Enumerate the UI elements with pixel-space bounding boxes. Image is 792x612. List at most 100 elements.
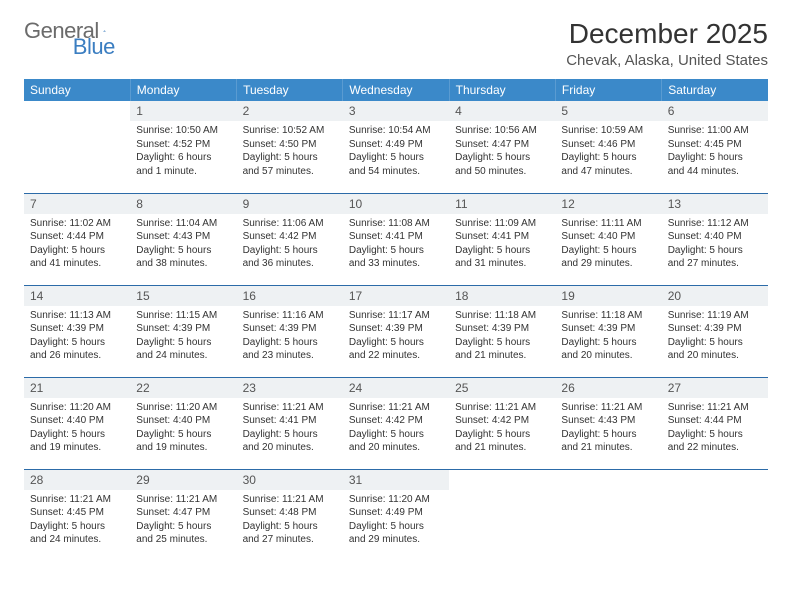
calendar-day-cell: 11Sunrise: 11:09 AMSunset: 4:41 PMDaylig… — [449, 193, 555, 285]
sunset-text: Sunset: 4:40 PM — [136, 414, 230, 428]
day-details: Sunrise: 11:04 AMSunset: 4:43 PMDaylight… — [130, 214, 236, 275]
day-details: Sunrise: 11:17 AMSunset: 4:39 PMDaylight… — [343, 306, 449, 367]
day-details: Sunrise: 11:20 AMSunset: 4:40 PMDaylight… — [24, 398, 130, 459]
sunset-text: Sunset: 4:42 PM — [455, 414, 549, 428]
day-details: Sunrise: 11:21 AMSunset: 4:48 PMDaylight… — [237, 490, 343, 551]
calendar-day-cell: 18Sunrise: 11:18 AMSunset: 4:39 PMDaylig… — [449, 285, 555, 377]
daylight-text: Daylight: 5 hours and 24 minutes. — [30, 520, 124, 547]
calendar-day-cell: 25Sunrise: 11:21 AMSunset: 4:42 PMDaylig… — [449, 377, 555, 469]
sunrise-text: Sunrise: 10:54 AM — [349, 124, 443, 138]
day-number: 23 — [237, 378, 343, 398]
day-number: 9 — [237, 194, 343, 214]
sunrise-text: Sunrise: 11:20 AM — [136, 401, 230, 415]
day-details: Sunrise: 10:54 AMSunset: 4:49 PMDaylight… — [343, 121, 449, 182]
day-details: Sunrise: 11:21 AMSunset: 4:44 PMDaylight… — [662, 398, 768, 459]
day-details: Sunrise: 11:16 AMSunset: 4:39 PMDaylight… — [237, 306, 343, 367]
day-number: 8 — [130, 194, 236, 214]
calendar-day-cell: 4Sunrise: 10:56 AMSunset: 4:47 PMDayligh… — [449, 101, 555, 193]
sunrise-text: Sunrise: 11:18 AM — [561, 309, 655, 323]
sunset-text: Sunset: 4:39 PM — [455, 322, 549, 336]
weekday-header: Wednesday — [343, 79, 449, 101]
sunset-text: Sunset: 4:42 PM — [243, 230, 337, 244]
calendar-table: SundayMondayTuesdayWednesdayThursdayFrid… — [24, 79, 768, 561]
sunset-text: Sunset: 4:40 PM — [30, 414, 124, 428]
sunrise-text: Sunrise: 11:21 AM — [243, 401, 337, 415]
daylight-text: Daylight: 5 hours and 20 minutes. — [561, 336, 655, 363]
day-details: Sunrise: 11:21 AMSunset: 4:42 PMDaylight… — [449, 398, 555, 459]
daylight-text: Daylight: 5 hours and 57 minutes. — [243, 151, 337, 178]
sunset-text: Sunset: 4:49 PM — [349, 506, 443, 520]
day-number: 2 — [237, 101, 343, 121]
day-number: 22 — [130, 378, 236, 398]
daylight-text: Daylight: 5 hours and 21 minutes. — [455, 336, 549, 363]
sunrise-text: Sunrise: 11:04 AM — [136, 217, 230, 231]
day-details: Sunrise: 11:11 AMSunset: 4:40 PMDaylight… — [555, 214, 661, 275]
daylight-text: Daylight: 5 hours and 33 minutes. — [349, 244, 443, 271]
day-number: 17 — [343, 286, 449, 306]
sunset-text: Sunset: 4:44 PM — [668, 414, 762, 428]
sunrise-text: Sunrise: 10:56 AM — [455, 124, 549, 138]
sunrise-text: Sunrise: 11:20 AM — [349, 493, 443, 507]
daylight-text: Daylight: 5 hours and 44 minutes. — [668, 151, 762, 178]
daylight-text: Daylight: 5 hours and 21 minutes. — [561, 428, 655, 455]
sunrise-text: Sunrise: 11:16 AM — [243, 309, 337, 323]
day-details: Sunrise: 11:21 AMSunset: 4:45 PMDaylight… — [24, 490, 130, 551]
day-details: Sunrise: 11:08 AMSunset: 4:41 PMDaylight… — [343, 214, 449, 275]
calendar-week-row: 7Sunrise: 11:02 AMSunset: 4:44 PMDayligh… — [24, 193, 768, 285]
calendar-day-cell — [662, 469, 768, 561]
sunrise-text: Sunrise: 11:21 AM — [30, 493, 124, 507]
day-number: 21 — [24, 378, 130, 398]
sunrise-text: Sunrise: 11:02 AM — [30, 217, 124, 231]
day-number: 15 — [130, 286, 236, 306]
sunrise-text: Sunrise: 10:52 AM — [243, 124, 337, 138]
calendar-day-cell: 7Sunrise: 11:02 AMSunset: 4:44 PMDayligh… — [24, 193, 130, 285]
calendar-day-cell: 6Sunrise: 11:00 AMSunset: 4:45 PMDayligh… — [662, 101, 768, 193]
calendar-week-row: 28Sunrise: 11:21 AMSunset: 4:45 PMDaylig… — [24, 469, 768, 561]
sunrise-text: Sunrise: 11:21 AM — [136, 493, 230, 507]
sunrise-text: Sunrise: 11:13 AM — [30, 309, 124, 323]
day-number: 25 — [449, 378, 555, 398]
sunrise-text: Sunrise: 11:18 AM — [455, 309, 549, 323]
sunrise-text: Sunrise: 11:11 AM — [561, 217, 655, 231]
daylight-text: Daylight: 5 hours and 29 minutes. — [349, 520, 443, 547]
logo: General Blue — [24, 18, 171, 44]
calendar-day-cell: 24Sunrise: 11:21 AMSunset: 4:42 PMDaylig… — [343, 377, 449, 469]
title-block: December 2025 Chevak, Alaska, United Sta… — [566, 18, 768, 69]
day-details: Sunrise: 11:15 AMSunset: 4:39 PMDaylight… — [130, 306, 236, 367]
logo-text-2: Blue — [73, 34, 115, 60]
sunset-text: Sunset: 4:41 PM — [243, 414, 337, 428]
sunset-text: Sunset: 4:52 PM — [136, 138, 230, 152]
day-number: 1 — [130, 101, 236, 121]
daylight-text: Daylight: 5 hours and 25 minutes. — [136, 520, 230, 547]
calendar-week-row: 21Sunrise: 11:20 AMSunset: 4:40 PMDaylig… — [24, 377, 768, 469]
sunrise-text: Sunrise: 11:15 AM — [136, 309, 230, 323]
day-number: 28 — [24, 470, 130, 490]
day-details: Sunrise: 11:02 AMSunset: 4:44 PMDaylight… — [24, 214, 130, 275]
daylight-text: Daylight: 5 hours and 41 minutes. — [30, 244, 124, 271]
sunrise-text: Sunrise: 11:21 AM — [561, 401, 655, 415]
sunset-text: Sunset: 4:39 PM — [349, 322, 443, 336]
day-number: 31 — [343, 470, 449, 490]
calendar-day-cell: 2Sunrise: 10:52 AMSunset: 4:50 PMDayligh… — [237, 101, 343, 193]
sunrise-text: Sunrise: 11:19 AM — [668, 309, 762, 323]
daylight-text: Daylight: 5 hours and 36 minutes. — [243, 244, 337, 271]
day-details: Sunrise: 11:18 AMSunset: 4:39 PMDaylight… — [449, 306, 555, 367]
daylight-text: Daylight: 5 hours and 26 minutes. — [30, 336, 124, 363]
daylight-text: Daylight: 5 hours and 47 minutes. — [561, 151, 655, 178]
daylight-text: Daylight: 5 hours and 22 minutes. — [668, 428, 762, 455]
day-details: Sunrise: 11:00 AMSunset: 4:45 PMDaylight… — [662, 121, 768, 182]
day-number: 10 — [343, 194, 449, 214]
calendar-day-cell: 12Sunrise: 11:11 AMSunset: 4:40 PMDaylig… — [555, 193, 661, 285]
weekday-header-row: SundayMondayTuesdayWednesdayThursdayFrid… — [24, 79, 768, 101]
day-details: Sunrise: 11:20 AMSunset: 4:49 PMDaylight… — [343, 490, 449, 551]
location: Chevak, Alaska, United States — [566, 52, 768, 69]
weekday-header: Thursday — [449, 79, 555, 101]
calendar-day-cell: 15Sunrise: 11:15 AMSunset: 4:39 PMDaylig… — [130, 285, 236, 377]
sunrise-text: Sunrise: 11:20 AM — [30, 401, 124, 415]
day-number: 29 — [130, 470, 236, 490]
day-number: 26 — [555, 378, 661, 398]
day-number: 11 — [449, 194, 555, 214]
day-number: 12 — [555, 194, 661, 214]
day-details: Sunrise: 10:59 AMSunset: 4:46 PMDaylight… — [555, 121, 661, 182]
day-number: 4 — [449, 101, 555, 121]
